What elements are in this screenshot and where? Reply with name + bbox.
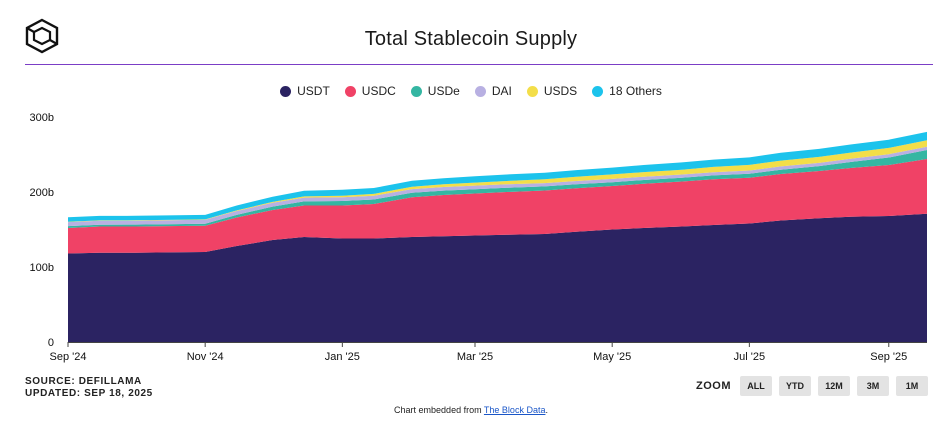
area-series-dai bbox=[68, 146, 927, 227]
y-axis: 0 100b 200b 300b bbox=[30, 112, 54, 349]
legend-item-usdc[interactable]: USDC bbox=[344, 84, 396, 98]
chart-areas bbox=[68, 131, 927, 342]
updated-label: UPDATED: SEP 18, 2025 bbox=[25, 388, 153, 399]
area-series-usde bbox=[68, 150, 927, 228]
legend-item-18-others[interactable]: 18 Others bbox=[592, 84, 662, 98]
y-tick-label: 0 bbox=[48, 337, 54, 349]
x-axis: Sep '24 Nov '24 Jan '25 Mar '25 May '25 Jul '… bbox=[50, 342, 927, 363]
embed-prefix: Chart embedded from bbox=[394, 405, 484, 415]
stacked-area-chart: 0 100b 200b 300b Sep '24 Nov '24 Jan '25 Mar '… bbox=[30, 112, 927, 363]
legend-swatch bbox=[410, 85, 422, 97]
source-info: SOURCE: DEFILLAMA UPDATED: SEP 18, 2025 bbox=[25, 376, 153, 400]
x-tick-label: Nov '24 bbox=[187, 351, 224, 363]
zoom-1m-button[interactable]: 1M bbox=[896, 376, 928, 396]
zoom-12m-button[interactable]: 12M bbox=[818, 376, 850, 396]
y-tick-label: 200b bbox=[30, 187, 54, 199]
x-tick-label: Sep '25 bbox=[870, 351, 907, 363]
zoom-ytd-button[interactable]: YTD bbox=[779, 376, 811, 396]
legend-label: USDT bbox=[297, 84, 330, 98]
legend-item-usdt[interactable]: USDT bbox=[280, 84, 330, 98]
zoom-label: ZOOM bbox=[696, 380, 731, 392]
legend-swatch bbox=[280, 85, 292, 97]
legend-item-dai[interactable]: DAI bbox=[474, 84, 512, 98]
legend-label: 18 Others bbox=[609, 84, 662, 98]
page-title: Total Stablecoin Supply bbox=[364, 28, 578, 50]
legend-label: USDC bbox=[361, 84, 396, 98]
legend-item-usde[interactable]: USDe bbox=[410, 84, 460, 98]
legend-label: USDe bbox=[427, 84, 460, 98]
zoom-3m-button[interactable]: 3M bbox=[857, 376, 889, 396]
area-series-usdc bbox=[68, 159, 927, 254]
x-tick-label: Jul '25 bbox=[734, 351, 765, 363]
the-block-logo-icon bbox=[25, 18, 59, 54]
x-tick-label: Mar '25 bbox=[457, 351, 493, 363]
x-tick-label: Jan '25 bbox=[325, 351, 360, 363]
chart-legend: USDT USDC USDe DAI USDS 18 Others bbox=[0, 84, 942, 98]
header-divider bbox=[25, 64, 933, 65]
area-series-18-others bbox=[68, 131, 927, 222]
x-tick-label: Sep '24 bbox=[50, 351, 87, 363]
legend-label: USDS bbox=[543, 84, 578, 98]
source-label: SOURCE: DEFILLAMA bbox=[25, 376, 142, 387]
zoom-all-button[interactable]: ALL bbox=[740, 376, 772, 396]
y-tick-label: 300b bbox=[30, 112, 54, 124]
y-tick-label: 100b bbox=[30, 262, 54, 274]
zoom-controls: ZOOM ALL YTD 12M 3M 1M bbox=[696, 376, 928, 396]
area-series-usdt bbox=[68, 213, 927, 342]
the-block-data-link[interactable]: The Block Data bbox=[483, 405, 546, 415]
legend-item-usds[interactable]: USDS bbox=[526, 84, 578, 98]
embed-note: Chart embedded from The Block Data. bbox=[0, 405, 942, 415]
legend-swatch bbox=[592, 85, 604, 97]
embed-suffix: . bbox=[545, 405, 548, 415]
legend-swatch bbox=[344, 85, 356, 97]
legend-swatch bbox=[474, 85, 486, 97]
x-tick-label: May '25 bbox=[593, 351, 631, 363]
legend-label: DAI bbox=[491, 84, 512, 98]
legend-swatch bbox=[526, 85, 538, 97]
